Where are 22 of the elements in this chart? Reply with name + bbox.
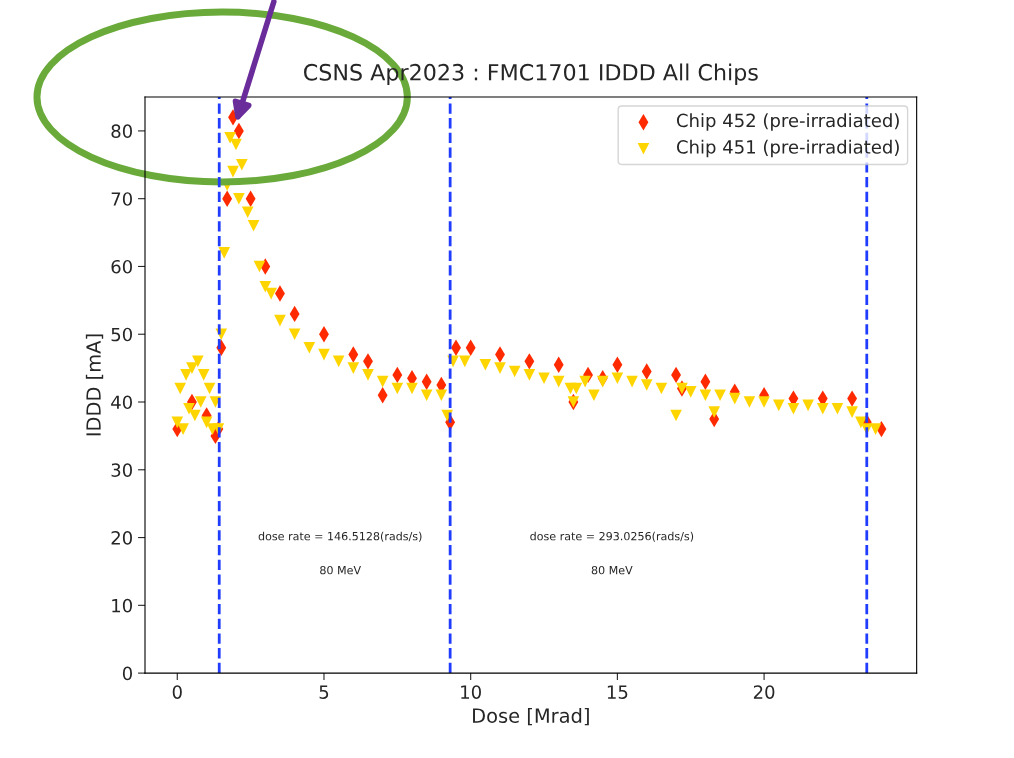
x-tick-label: 0: [172, 685, 182, 699]
y-tick-label: 60: [111, 259, 132, 274]
annotation: 80 MeV: [591, 565, 633, 575]
x-tick-label: 15: [607, 685, 628, 699]
y-tick-label: 40: [111, 395, 132, 410]
y-tick-label: 30: [111, 463, 132, 477]
legend-label: Chip 452 (pre-irradiated): [676, 113, 899, 131]
legend-label: Chip 451 (pre-irradiated): [676, 139, 899, 158]
y-tick-label: 0: [122, 666, 132, 681]
annotation: 80 MeV: [320, 565, 361, 575]
y-tick-label: 70: [111, 192, 132, 206]
x-axis-title: Dose [Mrad]: [473, 707, 589, 726]
y-tick-label: 10: [112, 598, 132, 613]
y-tick-label: 80: [111, 124, 132, 139]
annotation: dose rate = 146.5128(rads/s): [258, 531, 422, 542]
y-axis-title: IDDD [mA]: [85, 334, 104, 436]
y-tick-label: 50: [111, 327, 132, 342]
y-tick-label: 20: [111, 531, 132, 545]
x-tick-label: 10: [461, 685, 481, 699]
x-tick-label: 20: [753, 685, 775, 699]
annotation: dose rate = 293.0256(rads/s): [530, 531, 694, 542]
x-tick-label: 5: [319, 685, 329, 699]
